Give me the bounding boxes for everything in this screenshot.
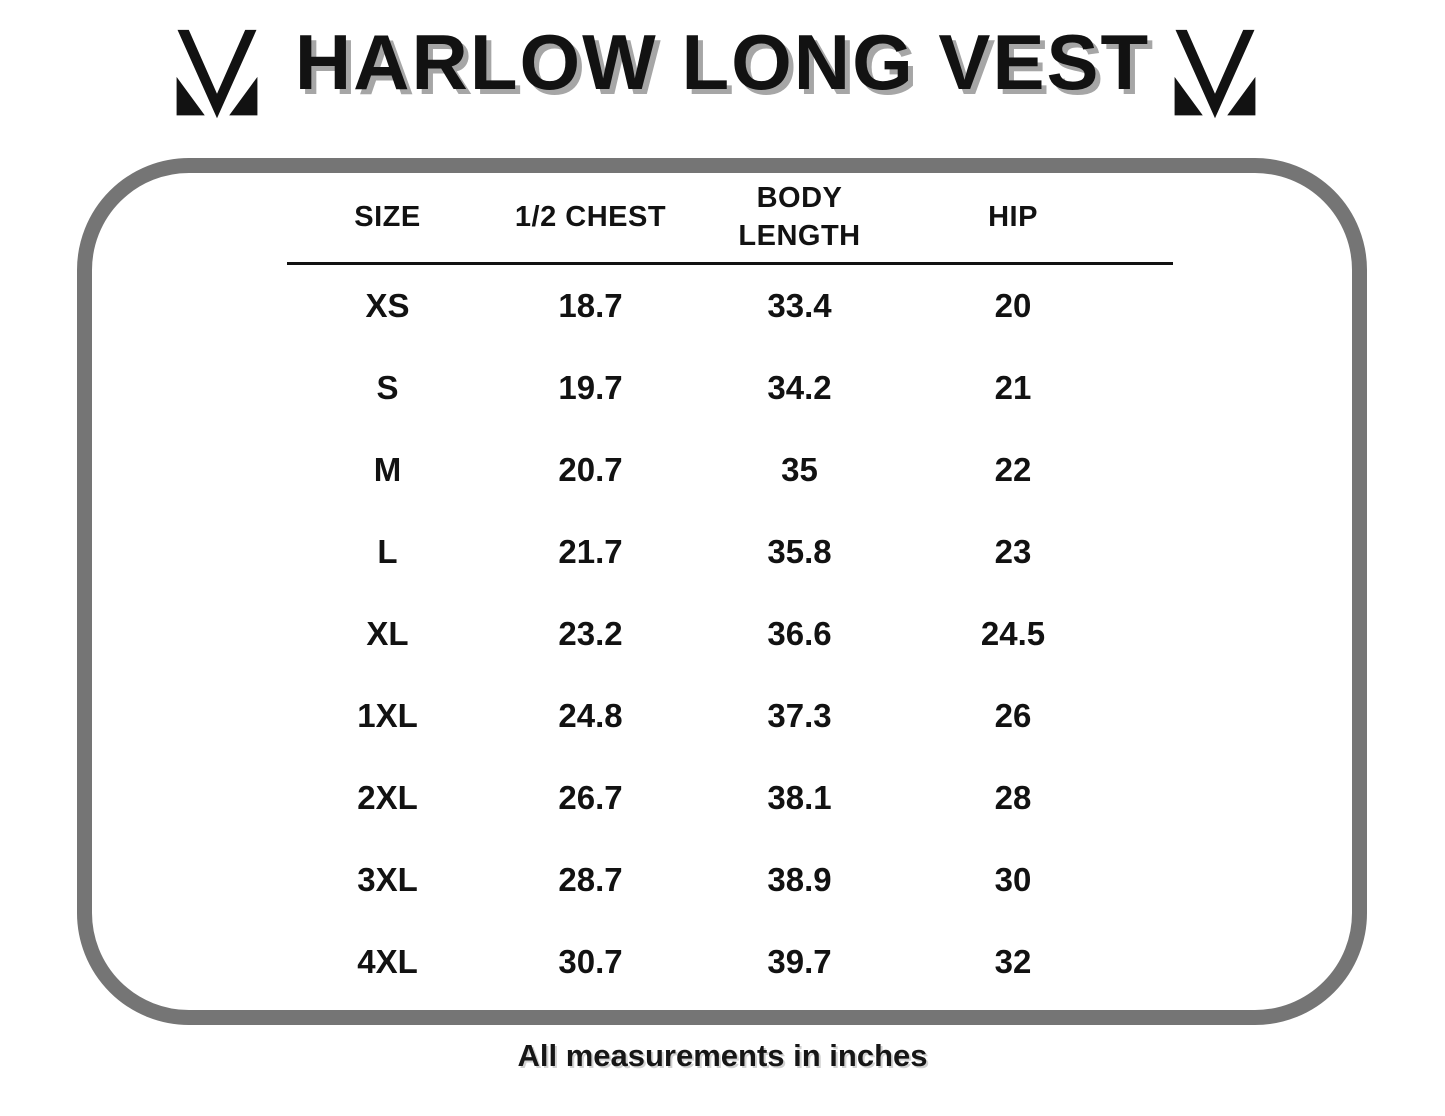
- brand-monogram-icon: [1174, 29, 1256, 119]
- size-chart-table: SIZE 1/2 CHEST BODY LENGTH HIP XS 18.7 3…: [287, 174, 1173, 1003]
- half-chest-cell: 21.7: [558, 533, 623, 570]
- table-row: 2XL 26.7 38.1 28: [287, 757, 1173, 839]
- half-chest-cell: 18.7: [558, 287, 623, 324]
- size-cell: XS: [365, 287, 410, 324]
- hip-cell: 30: [994, 861, 1032, 898]
- body-length-cell: 34.2: [767, 369, 832, 406]
- table-row: XS 18.7 33.4 20: [287, 265, 1173, 347]
- hip-cell: 21: [994, 369, 1032, 406]
- table-row: L 21.7 35.8 23: [287, 511, 1173, 593]
- size-cell: XL: [366, 615, 409, 652]
- brand-monogram-icon: [176, 29, 258, 119]
- hip-cell: 28: [994, 779, 1032, 816]
- hip-cell: 23: [994, 533, 1032, 570]
- size-cell: 1XL: [357, 697, 418, 734]
- table-row: 4XL 30.7 39.7 32: [287, 921, 1173, 1003]
- body-length-cell: 36.6: [767, 615, 832, 652]
- half-chest-cell: 26.7: [558, 779, 623, 816]
- half-chest-cell: 20.7: [558, 451, 623, 488]
- size-cell: 4XL: [357, 943, 418, 980]
- column-header-hip: HIP: [988, 201, 1038, 234]
- half-chest-cell: 30.7: [558, 943, 623, 980]
- size-cell: 3XL: [357, 861, 418, 898]
- hip-cell: 22: [994, 451, 1032, 488]
- table-body: XS 18.7 33.4 20 S 19.7 34.2 21 M 20.7 35…: [287, 265, 1173, 1003]
- column-header-size: SIZE: [354, 201, 421, 234]
- hip-cell: 24.5: [980, 615, 1046, 652]
- half-chest-cell: 28.7: [558, 861, 623, 898]
- table-row: 1XL 24.8 37.3 26: [287, 675, 1173, 757]
- table-row: XL 23.2 36.6 24.5: [287, 593, 1173, 675]
- hip-cell: 32: [994, 943, 1032, 980]
- hip-cell: 20: [994, 287, 1032, 324]
- measurements-note: All measurements in inches: [517, 1038, 928, 1073]
- body-length-cell: 38.1: [767, 779, 832, 816]
- table-row: 3XL 28.7 38.9 30: [287, 839, 1173, 921]
- body-length-cell: 35: [781, 451, 818, 488]
- body-length-cell: 35.8: [767, 533, 832, 570]
- body-length-cell: 37.3: [767, 697, 832, 734]
- body-length-cell: 38.9: [767, 861, 832, 898]
- table-row: S 19.7 34.2 21: [287, 347, 1173, 429]
- table-header-row: SIZE 1/2 CHEST BODY LENGTH HIP: [287, 174, 1173, 262]
- page-title: HARLOW LONG VEST: [294, 18, 1151, 106]
- size-cell: L: [377, 533, 398, 570]
- half-chest-cell: 24.8: [558, 697, 623, 734]
- body-length-cell: 39.7: [767, 943, 832, 980]
- half-chest-cell: 19.7: [558, 369, 623, 406]
- column-header-half-chest: 1/2 CHEST: [514, 201, 667, 234]
- body-length-cell: 33.4: [767, 287, 832, 324]
- size-cell: M: [373, 451, 402, 488]
- size-cell: S: [376, 369, 399, 406]
- chart-frame: [77, 158, 1367, 1025]
- hip-cell: 26: [994, 697, 1032, 734]
- size-cell: 2XL: [357, 779, 418, 816]
- table-row: M 20.7 35 22: [287, 429, 1173, 511]
- half-chest-cell: 23.2: [558, 615, 623, 652]
- column-header-body-length: BODY LENGTH: [738, 182, 861, 252]
- header-underline: [287, 262, 1173, 265]
